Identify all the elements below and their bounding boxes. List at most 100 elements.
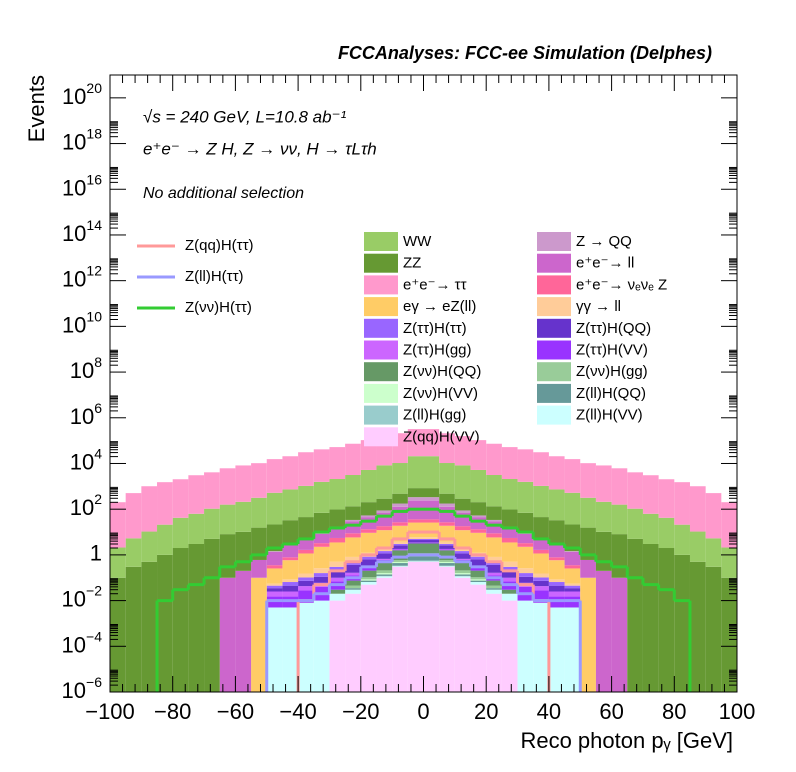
bar-segment bbox=[282, 560, 299, 580]
bar-segment bbox=[501, 542, 518, 562]
bar-segment bbox=[329, 593, 346, 601]
tick-base: 10 bbox=[62, 678, 86, 703]
bar-segment bbox=[454, 577, 471, 692]
bar-segment bbox=[423, 519, 440, 523]
tick-exponent: 8 bbox=[94, 354, 102, 370]
bar-segment bbox=[345, 593, 361, 692]
bar-segment bbox=[360, 502, 377, 516]
bar-segment bbox=[658, 548, 675, 692]
legend-label: Z(νν)H(ττ) bbox=[185, 299, 252, 316]
bar-segment bbox=[407, 540, 424, 543]
tick-exponent: 4 bbox=[94, 445, 102, 461]
bar-segment bbox=[392, 566, 408, 567]
tick-base: 10 bbox=[62, 266, 86, 291]
bar-segment bbox=[423, 561, 440, 692]
bar-segment bbox=[454, 551, 471, 554]
bar-segment bbox=[313, 533, 330, 544]
bar-segment bbox=[407, 429, 424, 457]
legend-label: e⁺e⁻→ ττ bbox=[403, 276, 467, 293]
bar-segment bbox=[439, 463, 455, 494]
bar-segment bbox=[376, 530, 393, 548]
bar-segment bbox=[407, 456, 424, 489]
tick-exponent: 18 bbox=[86, 125, 102, 141]
bar-segment bbox=[470, 567, 487, 571]
bar-segment bbox=[282, 579, 299, 583]
bar-segment bbox=[329, 447, 346, 479]
bar-segment bbox=[486, 519, 502, 522]
bar-segment bbox=[486, 537, 502, 557]
bar-segment bbox=[548, 520, 565, 545]
bar-segment bbox=[298, 539, 314, 550]
tick-exponent: 20 bbox=[86, 80, 102, 96]
tick-base: 10 bbox=[62, 175, 86, 200]
bar-segment bbox=[392, 560, 408, 562]
bar-segment bbox=[313, 449, 330, 482]
bar-segment bbox=[298, 577, 314, 581]
tick-base: 10 bbox=[62, 632, 86, 657]
tick-exponent: 10 bbox=[86, 308, 102, 324]
bar-segment bbox=[266, 588, 283, 592]
bar-segment bbox=[470, 559, 487, 566]
bar-segment bbox=[376, 551, 393, 554]
legend-label: γγ → ll bbox=[576, 298, 621, 315]
bar-segment bbox=[501, 527, 518, 538]
bar-segment bbox=[313, 481, 330, 513]
bar-segment bbox=[439, 565, 455, 567]
bar-segment bbox=[172, 517, 189, 549]
y-tick-label: 102 bbox=[70, 491, 102, 520]
bar-segment bbox=[501, 600, 518, 692]
bar-segment bbox=[219, 577, 236, 692]
bar-segment bbox=[282, 607, 299, 692]
plot-area bbox=[110, 429, 737, 692]
y-tick-label: 1 bbox=[90, 541, 102, 566]
bar-segment bbox=[454, 570, 471, 574]
legend-swatch bbox=[537, 297, 571, 317]
legend-swatch bbox=[364, 383, 398, 403]
legend-swatch bbox=[364, 318, 398, 338]
y-tick-label: 1012 bbox=[62, 262, 102, 291]
legend-label: Z(qq)H(ττ) bbox=[185, 237, 254, 254]
bar-segment bbox=[486, 506, 502, 520]
bar-segment bbox=[439, 545, 455, 549]
bar-segment bbox=[360, 532, 377, 553]
bar-segment bbox=[329, 566, 346, 571]
bar-segment bbox=[454, 510, 471, 514]
bar-segment bbox=[266, 524, 283, 552]
bar-segment bbox=[470, 469, 487, 503]
bar-segment bbox=[313, 546, 330, 569]
bar-segment bbox=[548, 560, 565, 580]
legend-swatch bbox=[364, 427, 398, 447]
x-tick-label: −60 bbox=[217, 699, 254, 724]
bar-segment bbox=[157, 482, 173, 525]
bar-segment bbox=[517, 512, 534, 533]
bar-segment bbox=[564, 524, 581, 552]
bar-segment bbox=[548, 544, 565, 558]
bar-segment bbox=[580, 497, 596, 528]
legend-label: Z(ττ)H(ττ) bbox=[403, 320, 467, 337]
bar-segment bbox=[517, 449, 534, 482]
bar-segment bbox=[486, 533, 502, 538]
bar-segment bbox=[439, 506, 455, 523]
bar-segment bbox=[486, 521, 502, 534]
bar-segment bbox=[611, 577, 628, 692]
x-tick-label: 40 bbox=[537, 699, 561, 724]
bar-segment bbox=[345, 585, 361, 589]
bar-segment bbox=[392, 503, 408, 507]
bar-segment bbox=[329, 570, 346, 578]
bar-segment bbox=[548, 579, 565, 583]
bar-segment bbox=[392, 563, 408, 566]
legend-label: e⁺e⁻→ νₑνₑ Z bbox=[576, 276, 667, 293]
bar-segment bbox=[627, 508, 643, 539]
y-tick-label: 106 bbox=[70, 399, 102, 428]
bar-segment bbox=[345, 519, 361, 522]
bar-segment bbox=[360, 580, 377, 583]
bar-segment bbox=[282, 582, 299, 586]
bar-segment bbox=[407, 497, 424, 501]
bar-segment bbox=[282, 585, 299, 592]
bar-segment bbox=[141, 531, 158, 562]
bar-segment bbox=[407, 519, 424, 523]
bar-segment bbox=[658, 479, 675, 518]
bar-segment bbox=[360, 579, 377, 581]
bar-segment bbox=[360, 570, 377, 578]
